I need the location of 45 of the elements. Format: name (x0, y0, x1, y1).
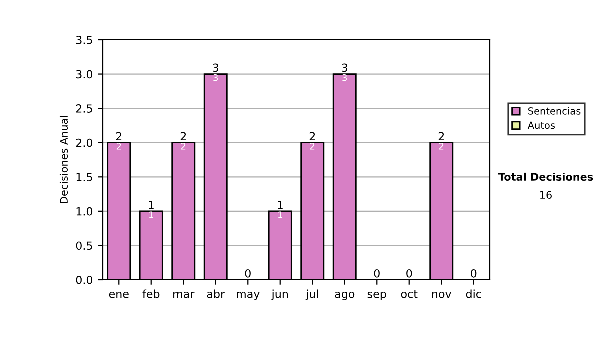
total-label: 3 (342, 64, 348, 72)
data-label: 2 (181, 143, 186, 150)
text: Total Decisiones (498, 172, 594, 182)
total-label: 3 (213, 64, 219, 72)
total-label: 0 (374, 269, 380, 278)
data-label: 1 (278, 212, 282, 218)
data-label: 3 (214, 74, 218, 82)
total-label: 2 (438, 132, 444, 141)
text: 1.5 (76, 173, 92, 182)
x-tick-label: dic (466, 290, 482, 298)
data-label: 2 (116, 143, 122, 150)
x-tick-label: sep (368, 292, 386, 300)
x-tick-label: oct (401, 290, 418, 298)
x-tick-label: abr (207, 290, 226, 298)
x-tick-label: ene (109, 292, 129, 298)
data-label: 2 (439, 143, 444, 150)
total-label: 1 (149, 201, 154, 210)
total-label: 2 (180, 132, 186, 141)
x-tick-label: feb (142, 290, 160, 298)
text: 2.5 (76, 104, 92, 113)
data-label: 1 (149, 212, 154, 218)
text: 3.0 (76, 70, 93, 79)
text: 2.0 (76, 138, 93, 148)
x-tick-label: jun (272, 290, 288, 300)
text: 0.5 (76, 242, 92, 250)
text: 3.5 (76, 36, 92, 44)
total-label: 0 (406, 269, 412, 278)
x-tick-label: nov (432, 292, 452, 298)
x-tick-label: jul (306, 290, 318, 300)
x-tick-label: may (237, 292, 260, 300)
total-label: 2 (116, 132, 122, 141)
text: 1.0 (76, 207, 93, 216)
total-label: 0 (471, 269, 477, 278)
y-axis-title: Decisiones Anual (60, 116, 68, 204)
text: 0.0 (76, 276, 93, 284)
total-label: 2 (310, 132, 316, 141)
total-label: 0 (245, 269, 251, 278)
legend-label: Sentencias (528, 107, 581, 115)
x-tick-label: ago (335, 292, 355, 300)
data-label: 3 (342, 74, 348, 82)
legend-label: Autos (528, 122, 556, 130)
data-label: 2 (310, 143, 315, 150)
total-label: 1 (278, 201, 283, 210)
x-tick-label: mar (174, 292, 195, 298)
text: 16 (540, 191, 552, 200)
